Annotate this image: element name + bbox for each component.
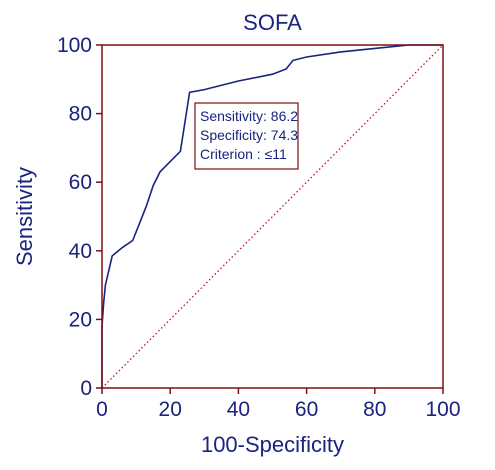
x-axis-label: 100-Specificity — [201, 432, 344, 457]
x-tick-label: 0 — [96, 398, 108, 421]
axis-ticks: 0 20 40 60 80 100 0 20 40 60 80 100 — [57, 34, 461, 421]
y-tick-label: 100 — [57, 34, 92, 57]
annotation-line: Criterion : ≤11 — [200, 146, 287, 162]
x-tick-label: 100 — [425, 398, 460, 421]
x-tick-label: 20 — [159, 398, 182, 421]
chart-title: SOFA — [243, 10, 302, 35]
y-tick-label: 80 — [69, 103, 92, 126]
y-tick-label: 20 — [69, 308, 92, 331]
x-tick-label: 60 — [295, 398, 318, 421]
roc-curve-line — [101, 44, 443, 388]
x-tick-label: 80 — [363, 398, 386, 421]
annotation-line: Specificity: 74.3 — [200, 127, 298, 143]
y-tick-label: 0 — [80, 377, 92, 400]
y-axis-label: Sensitivity — [12, 167, 37, 266]
x-tick-label: 40 — [227, 398, 250, 421]
y-tick-label: 40 — [69, 240, 92, 263]
annotation-line: Sensitivity: 86.2 — [200, 108, 298, 124]
series-layer — [101, 44, 444, 389]
reference-diagonal-line — [101, 44, 444, 389]
annotation-box — [194, 102, 299, 170]
y-tick-label: 60 — [69, 171, 92, 194]
plot-frame — [101, 44, 444, 389]
criterion-annotation: Sensitivity: 86.2 Specificity: 74.3 Criter… — [194, 102, 299, 170]
